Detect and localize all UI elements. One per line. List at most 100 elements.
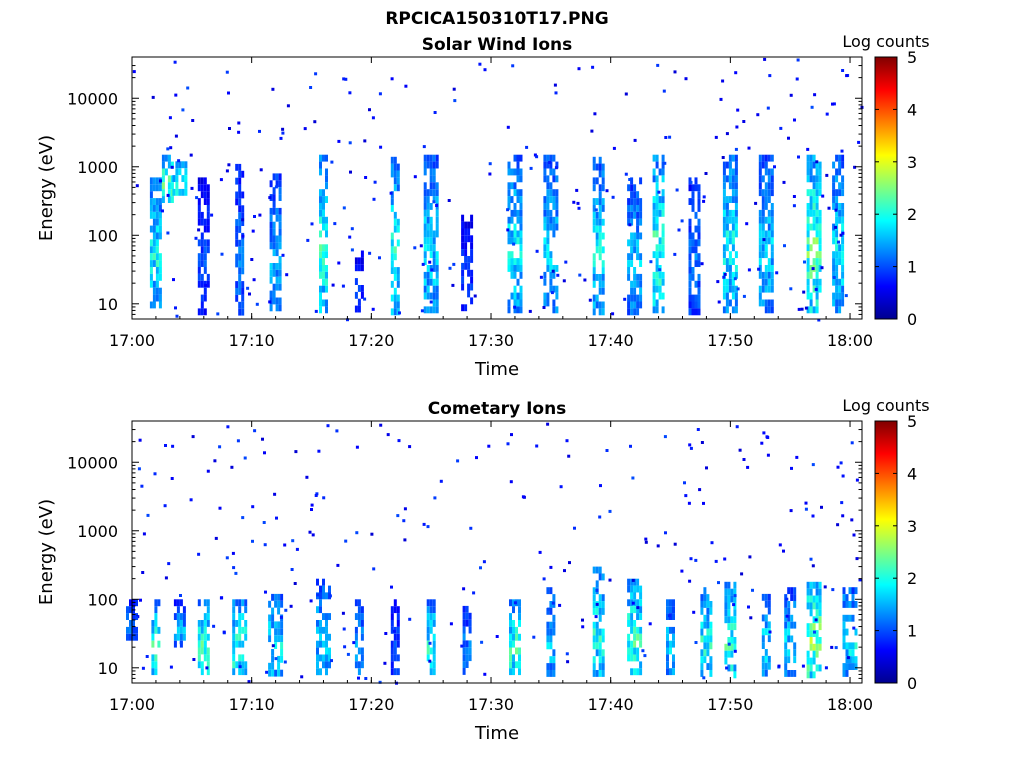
heatmap-cell (694, 308, 698, 316)
heatmap-cell (555, 265, 559, 272)
heatmap-cell (761, 154, 765, 162)
heatmap-cell (396, 280, 400, 288)
heatmap-cell (641, 649, 645, 653)
heatmap-cell (423, 209, 427, 217)
y-tick-label: 1000 (77, 522, 118, 541)
heatmap-cell (322, 640, 325, 648)
heatmap-cell (555, 216, 559, 224)
heatmap-cell (841, 69, 845, 72)
heatmap-cell (149, 184, 153, 192)
heatmap-cell (513, 182, 517, 190)
heatmap-cell (426, 285, 430, 293)
heatmap-cell (710, 541, 714, 545)
heatmap-cell (722, 161, 726, 169)
heatmap-cell (513, 306, 517, 314)
heatmap-cell (628, 178, 632, 181)
heatmap-cell (197, 620, 201, 627)
heatmap-cell (372, 567, 376, 571)
heatmap-cell (154, 613, 158, 620)
heatmap-cell (812, 616, 816, 624)
heatmap-cell (812, 657, 816, 665)
heatmap-cell (278, 276, 282, 284)
heatmap-cell (688, 267, 692, 274)
heatmap-cell (360, 626, 364, 634)
heatmap-cell (736, 108, 740, 112)
heatmap-cell (809, 664, 813, 672)
heatmap-cell (784, 594, 788, 601)
heatmap-cell (432, 196, 436, 203)
heatmap-cell (328, 613, 331, 620)
heatmap-cell (549, 587, 553, 595)
heatmap-cell (549, 635, 553, 643)
heatmap-cell (552, 216, 556, 224)
heatmap-cell (749, 616, 753, 620)
heatmap-cell (268, 635, 272, 643)
heatmap-cell (285, 273, 289, 277)
heatmap-cell (764, 278, 768, 286)
heatmap-cell (668, 614, 671, 618)
heatmap-cell (197, 177, 201, 185)
heatmap-cell (697, 260, 701, 267)
heatmap-cell (692, 610, 696, 614)
heatmap-cell (793, 601, 797, 608)
heatmap-cell (344, 539, 348, 543)
heatmap-cell (271, 614, 275, 622)
heatmap-cell (158, 294, 162, 302)
heatmap-cell (636, 218, 640, 226)
heatmap-cell (429, 154, 433, 162)
x-tick-label: 17:10 (229, 331, 275, 350)
heatmap-cell (232, 566, 236, 570)
heatmap-cell (253, 215, 256, 218)
heatmap-cell (552, 663, 556, 670)
heatmap-cell (812, 306, 816, 314)
heatmap-cell (319, 265, 322, 272)
heatmap-cell (152, 239, 156, 247)
heatmap-cell (461, 221, 465, 229)
heatmap-cell (549, 642, 553, 650)
heatmap-cell (277, 662, 281, 670)
heatmap-cell (507, 223, 511, 231)
heatmap-cell (655, 209, 659, 217)
heatmap-cell (666, 633, 669, 641)
heatmap-cell (483, 68, 487, 72)
heatmap-cell (546, 299, 550, 307)
heatmap-cell (552, 230, 556, 238)
heatmap-cell (430, 268, 434, 272)
heatmap-cell (835, 285, 839, 293)
heatmap-cell (279, 615, 283, 619)
heatmap-cell (764, 265, 768, 272)
heatmap-cell (787, 635, 791, 643)
heatmap-cell (764, 649, 768, 656)
heatmap-cell (154, 654, 158, 662)
heatmap-cell (770, 258, 774, 265)
heatmap-cell (842, 594, 846, 601)
heatmap-cells (132, 57, 864, 322)
heatmap-cell (151, 620, 155, 627)
heatmap-cell (818, 285, 822, 293)
heatmap-cell (787, 656, 791, 664)
heatmap-cell (546, 216, 550, 224)
plot-area (132, 421, 862, 683)
heatmap-cell (519, 285, 523, 293)
heatmap-cell (812, 182, 816, 190)
heatmap-cell (633, 640, 637, 648)
heatmap-cell (149, 280, 153, 288)
heatmap-cell (630, 294, 634, 302)
heatmap-cell (462, 626, 466, 634)
heatmap-cell (784, 614, 788, 622)
heatmap-cell (703, 642, 707, 650)
heatmap-cell (592, 156, 596, 164)
heatmap-cell (598, 232, 602, 240)
heatmap-cell (325, 654, 328, 662)
heatmap-cell (197, 308, 201, 316)
heatmap-cell (435, 209, 439, 217)
heatmap-cell (758, 299, 762, 307)
colorbar-tick-label: 2 (907, 569, 917, 588)
heatmap-cell (700, 594, 704, 601)
heatmap-cell (611, 312, 615, 316)
heatmap-cell (784, 635, 788, 643)
heatmap-cell (652, 306, 656, 314)
heatmap-cell (310, 508, 313, 511)
heatmap-cell (360, 291, 364, 299)
heatmap-cell (274, 593, 278, 601)
